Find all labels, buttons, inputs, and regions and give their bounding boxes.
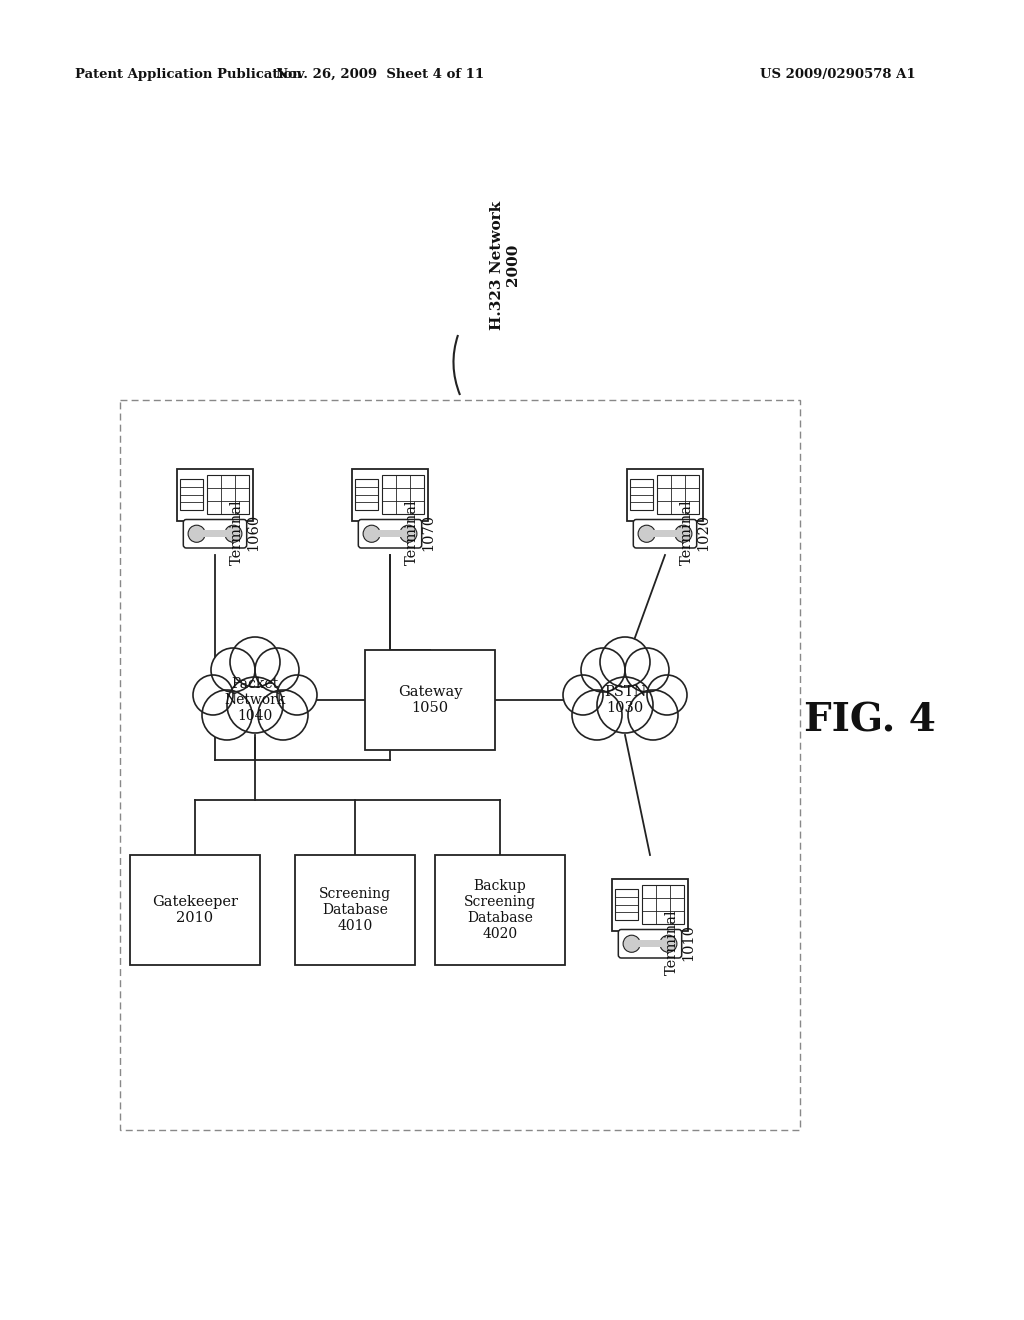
- FancyBboxPatch shape: [633, 520, 696, 548]
- FancyBboxPatch shape: [352, 469, 428, 520]
- FancyBboxPatch shape: [634, 940, 666, 948]
- FancyBboxPatch shape: [354, 479, 378, 511]
- Text: Terminal
1020: Terminal 1020: [680, 499, 710, 565]
- FancyBboxPatch shape: [618, 929, 682, 958]
- Text: US 2009/0290578 A1: US 2009/0290578 A1: [760, 69, 915, 81]
- Circle shape: [202, 690, 252, 741]
- FancyBboxPatch shape: [207, 475, 250, 513]
- FancyBboxPatch shape: [177, 469, 253, 520]
- Circle shape: [258, 690, 308, 741]
- Text: FIG. 4: FIG. 4: [804, 701, 936, 739]
- Circle shape: [600, 638, 650, 686]
- FancyBboxPatch shape: [627, 469, 703, 520]
- FancyBboxPatch shape: [435, 855, 565, 965]
- Circle shape: [572, 690, 622, 741]
- Text: Terminal
1070: Terminal 1070: [404, 499, 435, 565]
- Circle shape: [193, 675, 233, 715]
- Circle shape: [230, 638, 280, 686]
- Text: Terminal
1010: Terminal 1010: [665, 909, 695, 975]
- FancyBboxPatch shape: [295, 855, 415, 965]
- FancyBboxPatch shape: [130, 855, 260, 965]
- Text: Gateway
1050: Gateway 1050: [397, 685, 462, 715]
- FancyBboxPatch shape: [382, 475, 424, 513]
- Circle shape: [255, 648, 299, 692]
- Circle shape: [364, 525, 380, 543]
- Text: Screening
Database
4010: Screening Database 4010: [318, 887, 391, 933]
- FancyBboxPatch shape: [630, 479, 652, 511]
- FancyBboxPatch shape: [374, 531, 407, 537]
- Text: Nov. 26, 2009  Sheet 4 of 11: Nov. 26, 2009 Sheet 4 of 11: [275, 69, 484, 81]
- Circle shape: [227, 677, 283, 733]
- FancyBboxPatch shape: [183, 520, 247, 548]
- FancyBboxPatch shape: [642, 884, 684, 924]
- FancyBboxPatch shape: [657, 475, 699, 513]
- Circle shape: [638, 525, 655, 543]
- FancyBboxPatch shape: [649, 531, 681, 537]
- Circle shape: [647, 675, 687, 715]
- Circle shape: [563, 675, 603, 715]
- Circle shape: [628, 690, 678, 741]
- Text: Gatekeeper
2010: Gatekeeper 2010: [152, 895, 238, 925]
- Text: Terminal
1060: Terminal 1060: [230, 499, 260, 565]
- Text: PSTN
1030: PSTN 1030: [604, 685, 646, 715]
- Circle shape: [211, 648, 255, 692]
- Circle shape: [625, 648, 669, 692]
- Circle shape: [623, 935, 640, 952]
- Text: Packet
Network
1040: Packet Network 1040: [224, 677, 286, 723]
- Circle shape: [278, 675, 317, 715]
- Text: Patent Application Publication: Patent Application Publication: [75, 69, 302, 81]
- Circle shape: [597, 677, 653, 733]
- FancyBboxPatch shape: [611, 879, 688, 931]
- Circle shape: [225, 525, 242, 543]
- Text: Backup
Screening
Database
4020: Backup Screening Database 4020: [464, 879, 536, 941]
- Circle shape: [188, 525, 205, 543]
- Circle shape: [399, 525, 417, 543]
- FancyBboxPatch shape: [199, 531, 231, 537]
- Circle shape: [581, 648, 625, 692]
- Text: H.323 Network
2000: H.323 Network 2000: [490, 201, 520, 330]
- FancyBboxPatch shape: [180, 479, 203, 511]
- FancyBboxPatch shape: [365, 649, 495, 750]
- Circle shape: [659, 935, 677, 952]
- FancyBboxPatch shape: [614, 888, 638, 920]
- Circle shape: [675, 525, 692, 543]
- FancyBboxPatch shape: [358, 520, 422, 548]
